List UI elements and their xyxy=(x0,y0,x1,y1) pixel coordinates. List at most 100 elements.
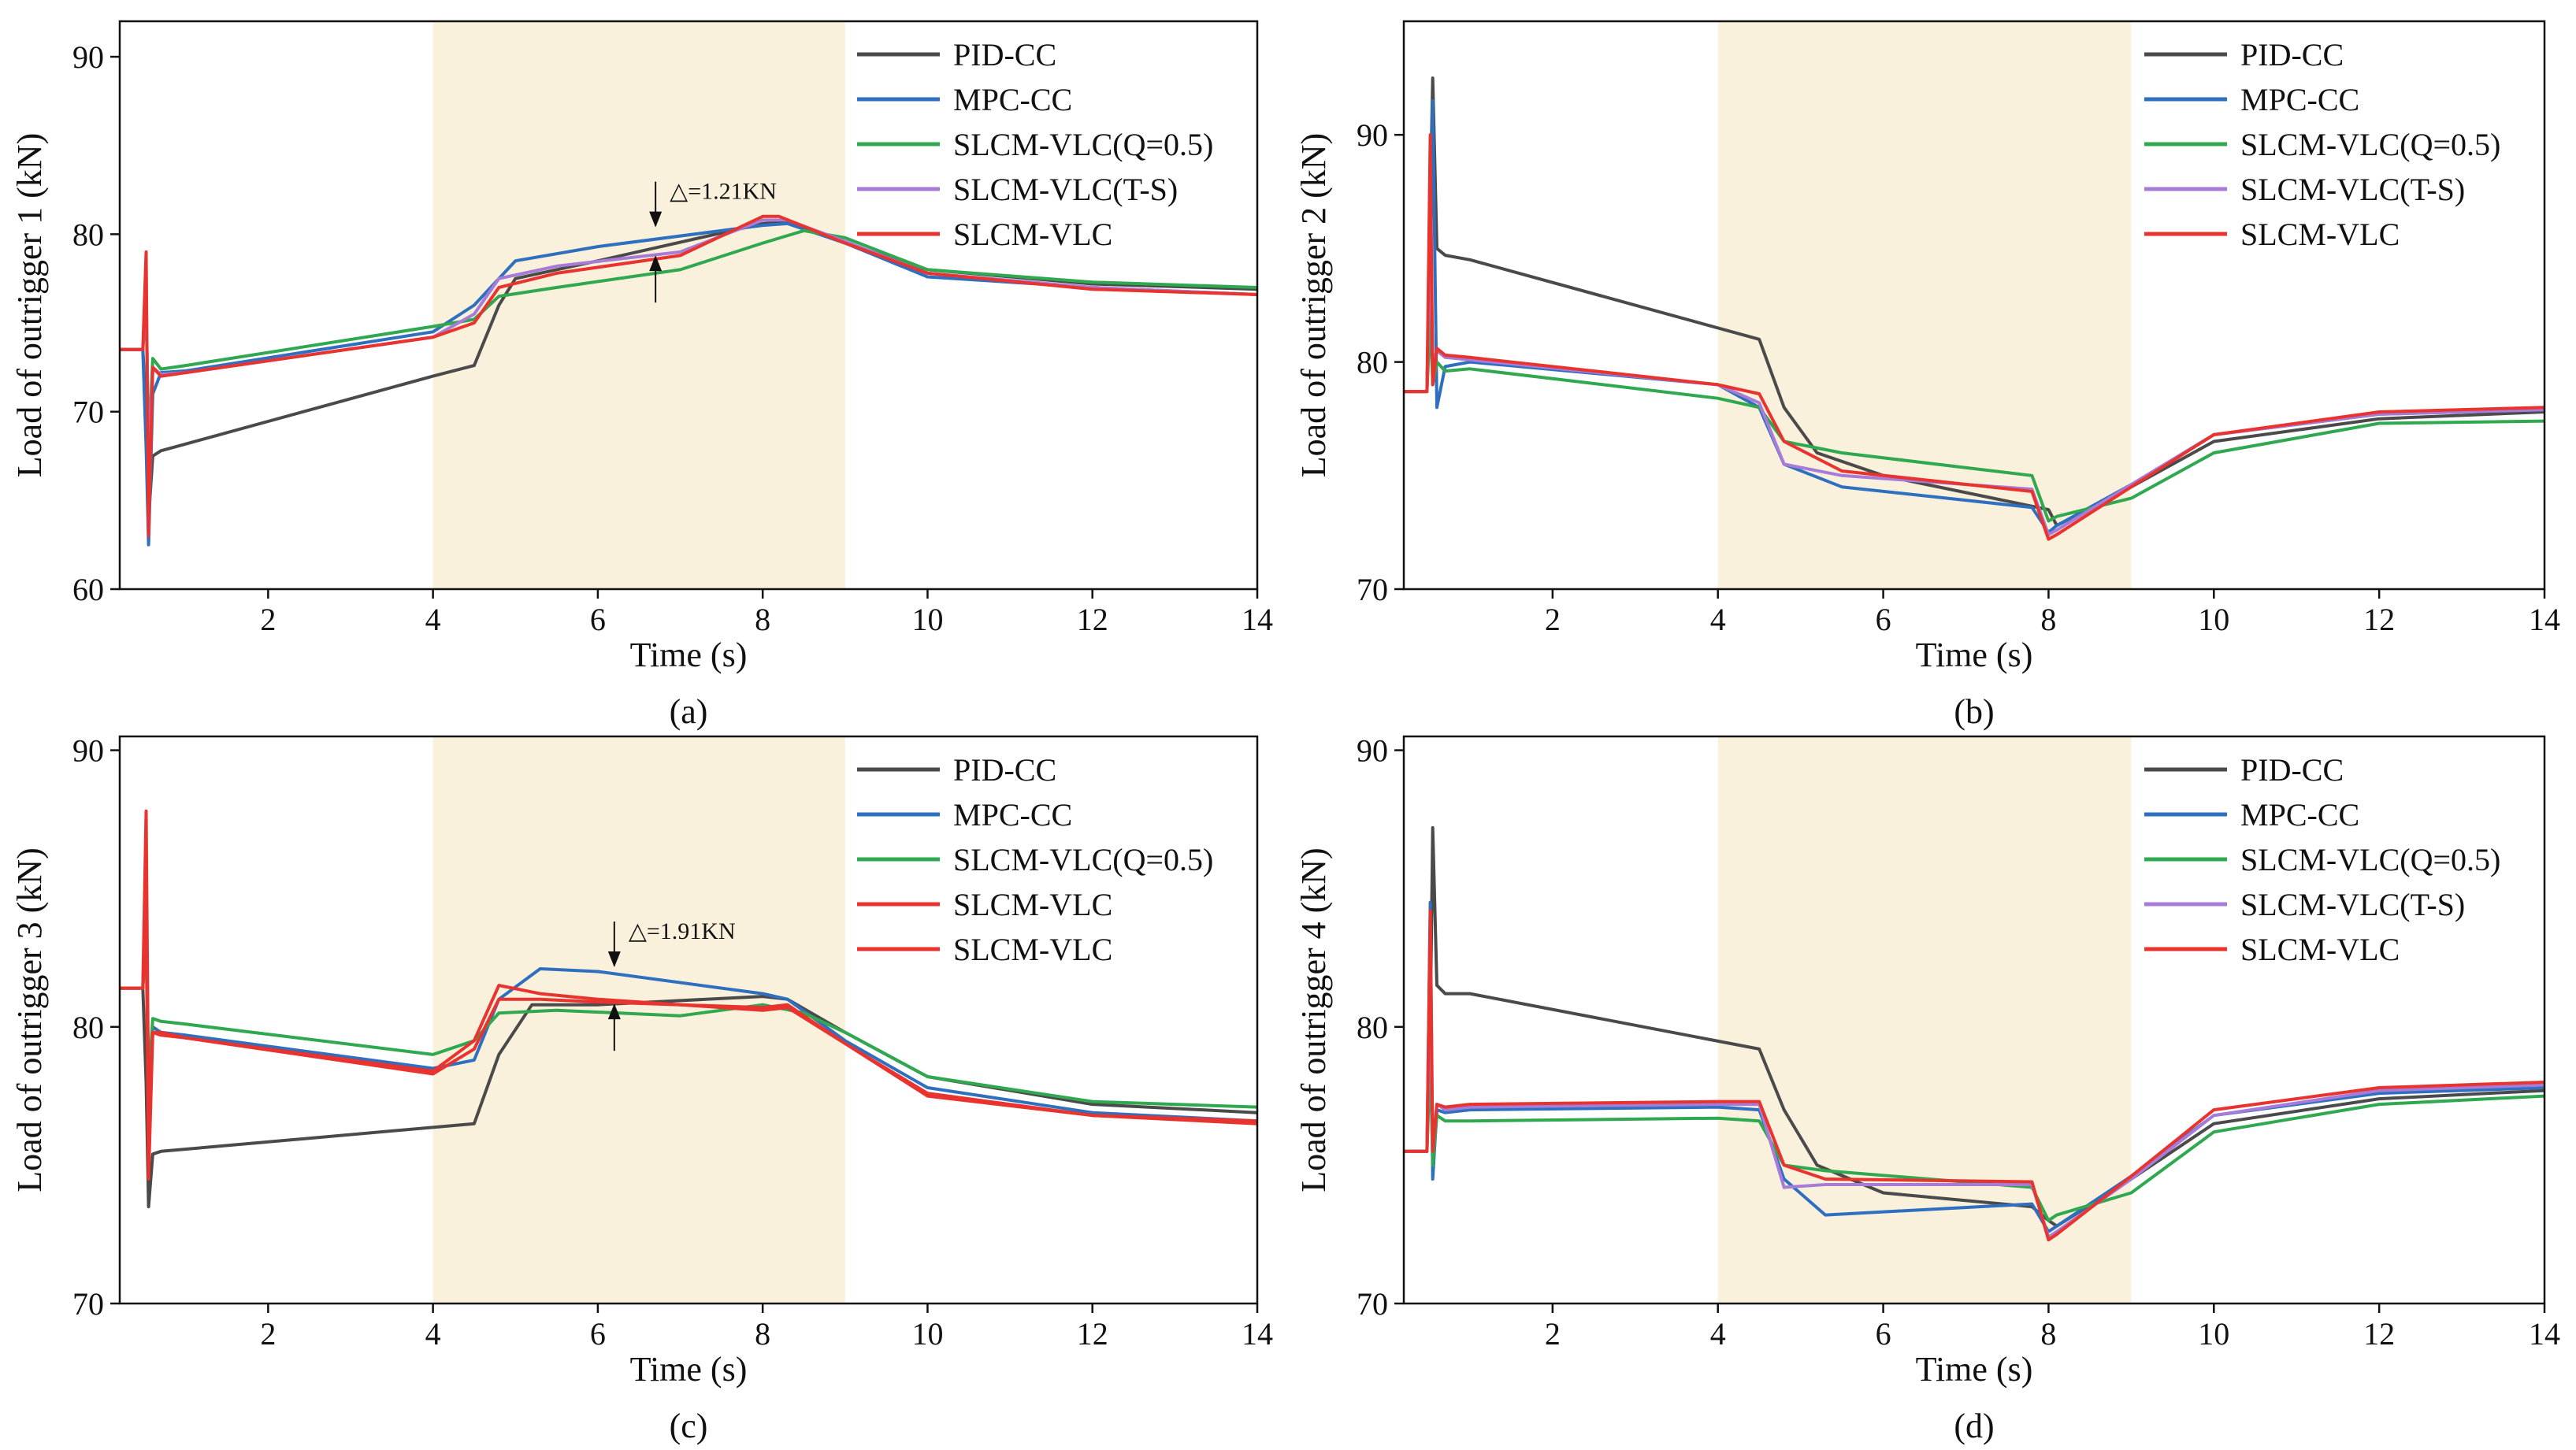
chart-panel-2: 2 4 6 8 10 12 14 70 80 90 Time (s) Load of outrigge… xyxy=(1294,20,2560,731)
y-tick-label: 80 xyxy=(1357,1010,1388,1045)
series-line-5 xyxy=(120,214,1257,538)
legend-label: SLCM-VLC(Q=0.5) xyxy=(953,127,1213,162)
y-tick-label: 90 xyxy=(1357,733,1388,769)
y-tick-label: 70 xyxy=(72,395,104,430)
series-line-5 xyxy=(120,809,1257,1123)
x-tick-label: 2 xyxy=(260,1316,276,1352)
x-tick-label: 4 xyxy=(1710,1316,1726,1352)
x-tick-label: 2 xyxy=(1545,1316,1561,1352)
x-tick-label: 10 xyxy=(2198,1316,2229,1352)
plot-frame xyxy=(1402,735,2546,1305)
shaded-region xyxy=(1717,21,2132,589)
y-tick-label: 90 xyxy=(72,39,104,75)
y-tick-label: 80 xyxy=(72,1010,104,1045)
annotation-label: △=1.21KN xyxy=(670,179,777,205)
x-tick-label: 8 xyxy=(755,1316,770,1352)
legend-label: MPC-CC xyxy=(953,82,1072,117)
x-tick-label: 2 xyxy=(1545,602,1561,637)
legend-label: SLCM-VLC xyxy=(2240,217,2400,252)
legend-label: SLCM-VLC xyxy=(953,217,1112,252)
x-tick-label: 14 xyxy=(1242,602,1273,637)
x-tick-label: 4 xyxy=(425,1316,441,1352)
legend-label: SLCM-VLC xyxy=(953,887,1112,922)
legend: PID-CC MPC-CC SLCM-VLC(Q=0.5) SLCM-VLC(T-S)… xyxy=(2144,37,2500,252)
y-axis-label: Load of outrigger 1 (kN) xyxy=(10,133,49,477)
x-tick-label: 10 xyxy=(911,602,943,637)
y-axis-label: Load of outrigger 2 (kN) xyxy=(1294,133,1333,477)
y-tick-label: 90 xyxy=(1357,117,1388,153)
panel-caption: (d) xyxy=(1954,1407,1994,1445)
x-tick-label: 8 xyxy=(2040,602,2056,637)
x-tick-label: 10 xyxy=(911,1316,943,1352)
legend-label: PID-CC xyxy=(2240,37,2344,72)
x-axis-label: Time (s) xyxy=(1916,636,2033,674)
x-tick-label: 10 xyxy=(2198,602,2229,637)
x-tick-label: 8 xyxy=(2040,1316,2056,1352)
y-tick-label: 90 xyxy=(72,733,104,769)
series-group xyxy=(1404,825,2544,1242)
legend-label: SLCM-VLC(T-S) xyxy=(953,172,1178,207)
legend-label: SLCM-VLC(Q=0.5) xyxy=(2240,127,2500,162)
legend-label: SLCM-VLC(T-S) xyxy=(2240,887,2465,922)
x-tick-label: 8 xyxy=(755,602,770,637)
chart-panel-1: 2 4 6 8 10 12 14 60 70 80 90 Time (s) Load of outrig… xyxy=(10,20,1273,731)
x-tick-label: 2 xyxy=(260,602,276,637)
y-axis-label: Load of outrigger 3 (kN) xyxy=(10,847,49,1192)
plot-frame xyxy=(118,735,1259,1305)
x-axis-label: Time (s) xyxy=(630,636,748,674)
panel-caption: (b) xyxy=(1954,692,1994,731)
panel-caption: (a) xyxy=(670,692,708,731)
plot-frame xyxy=(1402,20,2546,591)
series-group xyxy=(120,809,1257,1209)
y-tick-label: 70 xyxy=(1357,572,1388,607)
legend-label: PID-CC xyxy=(2240,752,2344,788)
plot-frame xyxy=(118,20,1259,591)
delta-annotation: △=1.21KN xyxy=(649,179,777,303)
legend: PID-CC MPC-CC SLCM-VLC(Q=0.5) SLCM-VLC(T-S)… xyxy=(2144,752,2500,967)
legend-label: PID-CC xyxy=(953,37,1056,72)
shaded-region xyxy=(432,736,845,1304)
legend-label: SLCM-VLC(T-S) xyxy=(2240,172,2465,207)
x-tick-label: 14 xyxy=(2529,1316,2560,1352)
y-tick-label: 80 xyxy=(1357,345,1388,380)
series-line-5 xyxy=(1404,909,2544,1242)
legend-label: SLCM-VLC xyxy=(2240,932,2400,967)
y-tick-label: 80 xyxy=(72,217,104,252)
legend-label: MPC-CC xyxy=(2240,82,2359,117)
legend-label: MPC-CC xyxy=(2240,797,2359,833)
x-tick-label: 14 xyxy=(1242,1316,1273,1352)
legend-label: PID-CC xyxy=(953,752,1056,788)
x-tick-label: 12 xyxy=(2363,602,2395,637)
series-line-5 xyxy=(1404,133,2544,541)
x-tick-label: 4 xyxy=(425,602,441,637)
delta-annotation: △=1.91KN xyxy=(607,918,736,1051)
x-axis-label: Time (s) xyxy=(1916,1350,2033,1389)
y-tick-label: 70 xyxy=(1357,1286,1388,1322)
legend-label: SLCM-VLC(Q=0.5) xyxy=(2240,842,2500,877)
chart-panel-3: 2 4 6 8 10 12 14 70 80 90 Time (s) Load of outrigge… xyxy=(10,733,1273,1445)
chart-panel-4: 2 4 6 8 10 12 14 70 80 90 Time (s) Load of outrigge… xyxy=(1294,733,2560,1445)
legend: PID-CC MPC-CC SLCM-VLC(Q=0.5) SLCM-VLC SLCM-… xyxy=(857,752,1213,967)
x-tick-label: 6 xyxy=(590,1316,606,1352)
x-tick-label: 12 xyxy=(1077,602,1108,637)
x-tick-label: 6 xyxy=(590,602,606,637)
x-tick-label: 14 xyxy=(2529,602,2560,637)
x-tick-label: 12 xyxy=(2363,1316,2395,1352)
legend: PID-CC MPC-CC SLCM-VLC(Q=0.5) SLCM-VLC(T-S)… xyxy=(857,37,1213,252)
series-group xyxy=(120,214,1257,547)
legend-label: SLCM-VLC xyxy=(953,932,1112,967)
x-tick-label: 4 xyxy=(1710,602,1726,637)
y-tick-label: 60 xyxy=(72,572,104,607)
x-tick-label: 6 xyxy=(1876,602,1891,637)
y-axis-label: Load of outrigger 4 (kN) xyxy=(1294,847,1333,1192)
y-tick-label: 70 xyxy=(72,1286,104,1322)
shaded-region xyxy=(432,21,845,589)
x-tick-label: 12 xyxy=(1077,1316,1108,1352)
panel-caption: (c) xyxy=(670,1407,708,1445)
legend-label: SLCM-VLC(Q=0.5) xyxy=(953,842,1213,877)
legend-label: MPC-CC xyxy=(953,797,1072,833)
series-group xyxy=(1404,76,2544,541)
annotation-label: △=1.91KN xyxy=(629,918,736,944)
x-tick-label: 6 xyxy=(1876,1316,1891,1352)
